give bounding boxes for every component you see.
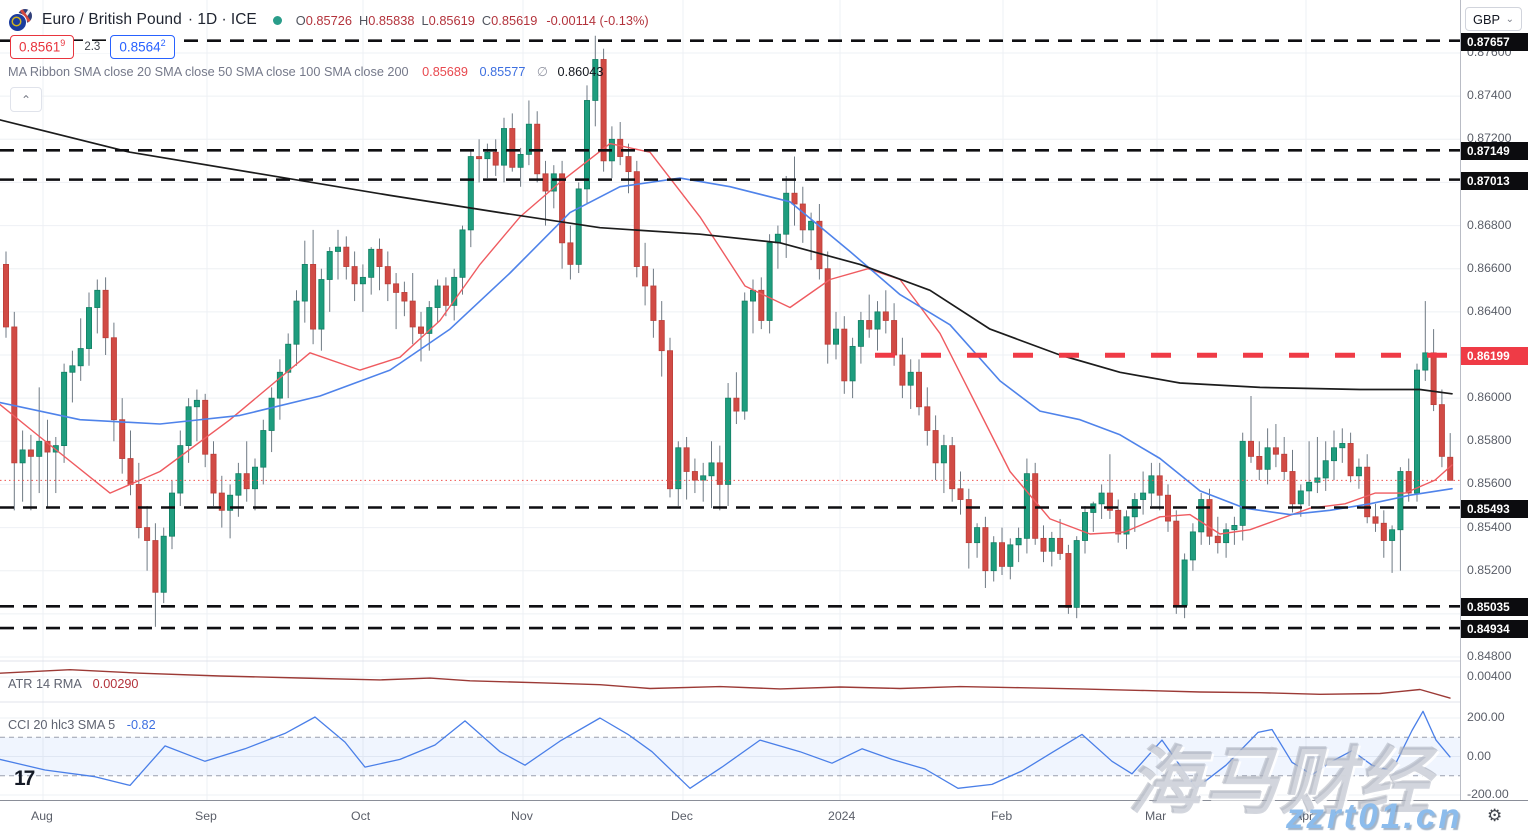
price-tick-label: 0.85600 [1467, 476, 1512, 491]
symbol-row: Euro / British Pound · 1D · ICE O0.85726… [8, 8, 649, 32]
ohlc-item: C0.85619 [481, 12, 538, 28]
price-level-pill: 0.87013 [1461, 171, 1528, 190]
time-axis-label: Sep [195, 809, 217, 823]
price-level-pill: 0.87149 [1461, 142, 1528, 161]
ohlc-item: O0.85726 [295, 12, 352, 28]
price-level-pill: 0.84934 [1461, 620, 1528, 639]
currency-pair-icon [8, 9, 34, 32]
price-tick-label: 0.86600 [1467, 260, 1512, 275]
cci-legend[interactable]: CCI 20 hlc3 SMA 5 -0.82 [8, 718, 156, 732]
atr-value: 0.00290 [92, 677, 139, 691]
price-tick-label: 0.85800 [1467, 433, 1512, 448]
sell-button[interactable]: 0.85619 [10, 35, 75, 59]
price-tick-label: 0.86800 [1467, 217, 1512, 232]
time-axis-label: Feb [991, 809, 1013, 823]
time-axis-label: Apr [1294, 809, 1314, 823]
ohlc-item: L0.85619 [421, 12, 475, 28]
sma50-value: 0.85577 [479, 65, 526, 79]
time-axis-label: Mar [1145, 809, 1167, 823]
time-axis-label: 2024 [828, 809, 856, 823]
ohlc-values: O0.85726 H0.85838 L0.85619 C0.85619 [296, 13, 545, 28]
price-axis[interactable]: 0.87600 0.87400 0.87200 0.86800 0.86600 0.864… [1460, 0, 1528, 801]
price-level-pill: 0.85035 [1461, 598, 1528, 617]
ma-ribbon-legend[interactable]: MA Ribbon SMA close 20 SMA close 50 SMA … [8, 64, 603, 79]
price-tick-label: 0.85400 [1467, 519, 1512, 534]
market-status-icon [272, 15, 282, 25]
time-axis[interactable]: Aug Sep Oct Nov Dec 2024 Feb Mar Apr [0, 800, 1528, 833]
change-value: -0.00114 (-0.13%) [546, 12, 649, 28]
time-axis-label: Aug [31, 809, 53, 823]
cci-label: CCI 20 hlc3 SMA 5 [8, 718, 116, 732]
collapse-legend-button[interactable]: ⌃ [10, 87, 42, 112]
sma20-value: 0.85689 [422, 65, 468, 79]
settings-gear-icon[interactable]: ⚙ [1487, 806, 1503, 825]
sma200-value: 0.86043 [557, 65, 604, 79]
price-tick-label: 0.84800 [1467, 649, 1512, 663]
buy-button[interactable]: 0.85642 [110, 35, 175, 59]
cci-value: -0.82 [126, 718, 156, 732]
ohlc-item: H0.85838 [359, 12, 415, 28]
price-tick-label: 0.86000 [1467, 390, 1512, 405]
price-tick-label: 0.85200 [1467, 562, 1512, 577]
price-tick-label: 0.00 [1467, 748, 1491, 763]
price-level-pill: 0.85493 [1461, 499, 1528, 518]
time-axis-label: Nov [511, 809, 533, 823]
sma100-empty-value: ∅ [536, 65, 548, 79]
price-tick-label: -200.00 [1467, 787, 1509, 801]
spread-value: 2.3 [74, 40, 111, 53]
symbol-title[interactable]: Euro / British Pound [42, 11, 182, 28]
ma-ribbon-label: MA Ribbon SMA close 20 SMA close 50 SMA … [8, 65, 409, 79]
currency-toggle-button[interactable]: GBP ⌄ [1465, 7, 1522, 31]
currency-label: GBP [1473, 11, 1501, 27]
time-axis-label: Dec [671, 809, 693, 823]
price-tick-label: 0.86400 [1467, 303, 1512, 318]
time-axis-label: Oct [351, 809, 371, 823]
tradingview-logo[interactable]: 17 [14, 767, 35, 790]
price-tick-label: 0.87200 [1467, 131, 1512, 146]
price-tick-label: 200.00 [1467, 710, 1505, 724]
price-level-pill: 0.86199 [1461, 347, 1528, 366]
chevron-down-icon: ⌄ [1505, 13, 1514, 25]
atr-label: ATR 14 RMA [8, 677, 82, 691]
price-level-pill: 0.87657 [1461, 32, 1528, 51]
atr-legend[interactable]: ATR 14 RMA 0.00290 [8, 677, 139, 691]
candles [3, 35, 1454, 627]
quote-row: 0.85619 2.3 0.85642 [10, 35, 175, 59]
symbol-meta: · 1D · ICE [187, 11, 257, 28]
price-tick-label: 0.00400 [1467, 669, 1512, 683]
price-tick-label: 0.87400 [1467, 88, 1512, 103]
